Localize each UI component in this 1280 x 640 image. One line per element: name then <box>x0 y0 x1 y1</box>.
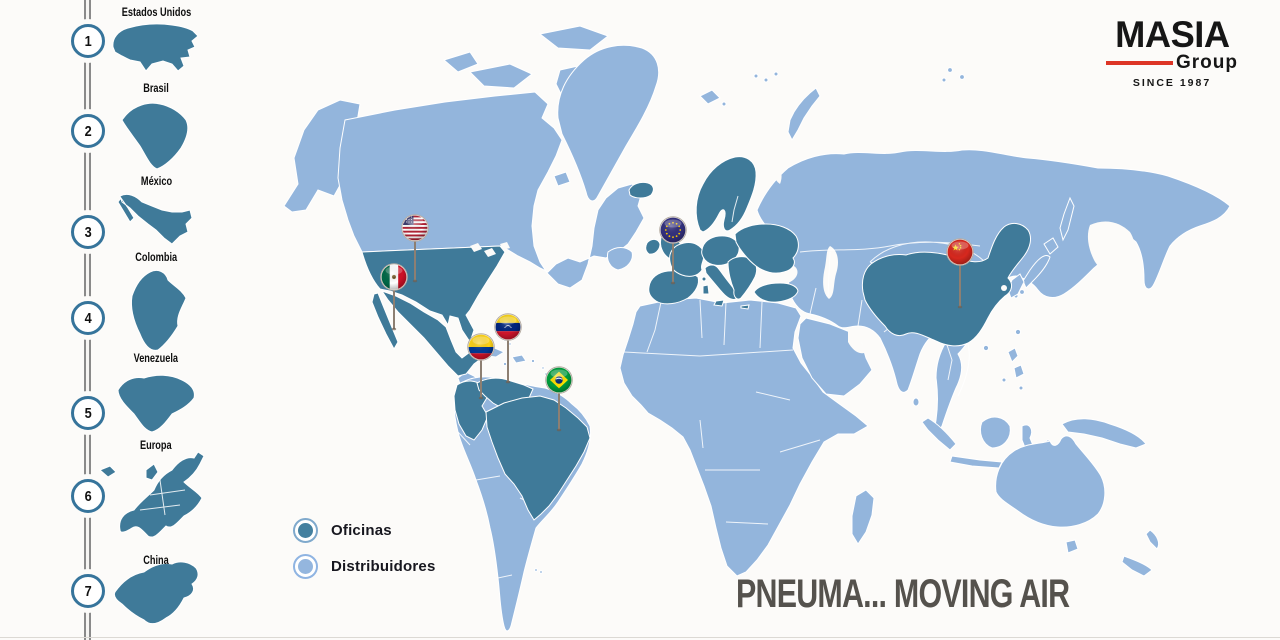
region-scandinavia <box>695 156 757 233</box>
legend-item-oficinas: Oficinas <box>293 518 392 543</box>
sidebar-silhouettes <box>99 23 205 625</box>
sidebar-number-3: 3 <box>71 215 105 249</box>
sidebar-label-mexico: México <box>140 176 172 188</box>
region-france <box>669 242 705 277</box>
region-central-europe <box>701 235 740 266</box>
europa-silhouette <box>99 451 205 538</box>
region-new-guinea <box>1061 418 1147 449</box>
pin-brasil <box>545 366 573 432</box>
logo-red-underline <box>1106 61 1173 65</box>
china-silhouette <box>113 561 199 625</box>
region-australia <box>995 435 1106 528</box>
region-brazil <box>485 395 591 521</box>
pin-estados-unidos <box>401 214 429 283</box>
region-new-zealand <box>1145 529 1160 550</box>
sidebar-number-5: 5 <box>71 396 105 430</box>
sidebar-label-europa: Europa <box>140 440 172 452</box>
pin-venezuela <box>494 313 522 384</box>
region-eastern-europe <box>734 223 799 274</box>
sidebar-label-estados-unidos: Estados Unidos <box>121 7 191 19</box>
sidebar-number-4: 4 <box>71 301 105 335</box>
pin-mexico <box>380 263 408 331</box>
region-iceland <box>628 181 654 199</box>
venezuela-silhouette <box>117 374 195 433</box>
office-regions <box>361 156 1032 521</box>
sidebar-number-1: 1 <box>71 24 105 58</box>
pin-europa <box>659 216 687 285</box>
sidebar-label-colombia: Colombia <box>135 252 177 264</box>
map-pins <box>380 214 974 432</box>
region-madagascar <box>851 489 875 545</box>
distributor-dot-icon <box>293 554 318 579</box>
region-africa <box>619 297 869 577</box>
legend-label-distribuidores: Distribuidores <box>331 558 436 575</box>
colombia-silhouette <box>131 269 187 351</box>
pin-china <box>946 238 974 309</box>
tagline: PNEUMA... MOVING AIR <box>736 572 1070 616</box>
region-ireland <box>645 238 661 255</box>
legend-label-oficinas: Oficinas <box>331 522 392 539</box>
mexico-silhouette <box>117 193 193 245</box>
pin-colombia <box>467 333 495 400</box>
sidebar-label-brasil: Brasil <box>143 83 169 95</box>
sidebar-number-2: 2 <box>71 114 105 148</box>
sidebar-number-6: 6 <box>71 479 105 513</box>
logo-since: SINCE 1987 <box>1132 77 1212 89</box>
region-tasmania <box>1065 539 1079 554</box>
office-dot-icon <box>293 518 318 543</box>
region-iberia <box>648 270 699 305</box>
brasil-silhouette <box>121 102 189 170</box>
sidebar-label-china: China <box>143 555 169 567</box>
legend-item-distribuidores: Distribuidores <box>293 554 435 579</box>
region-china <box>861 222 1032 347</box>
region-turkey <box>753 282 799 303</box>
usa-silhouette <box>112 23 199 72</box>
logo-title: MASIA <box>1114 14 1230 55</box>
sidebar-label-venezuela: Venezuela <box>133 353 179 365</box>
region-japan <box>1043 237 1059 255</box>
region-greenland <box>557 44 660 202</box>
region-indonesia <box>921 417 957 451</box>
masia-logo: MASIA Group SINCE 1987 <box>1106 14 1238 89</box>
bottom-divider <box>0 637 1280 638</box>
sidebar-number-7: 7 <box>71 574 105 608</box>
region-newfoundland <box>607 247 633 271</box>
logo-subtitle: Group <box>1176 52 1238 73</box>
